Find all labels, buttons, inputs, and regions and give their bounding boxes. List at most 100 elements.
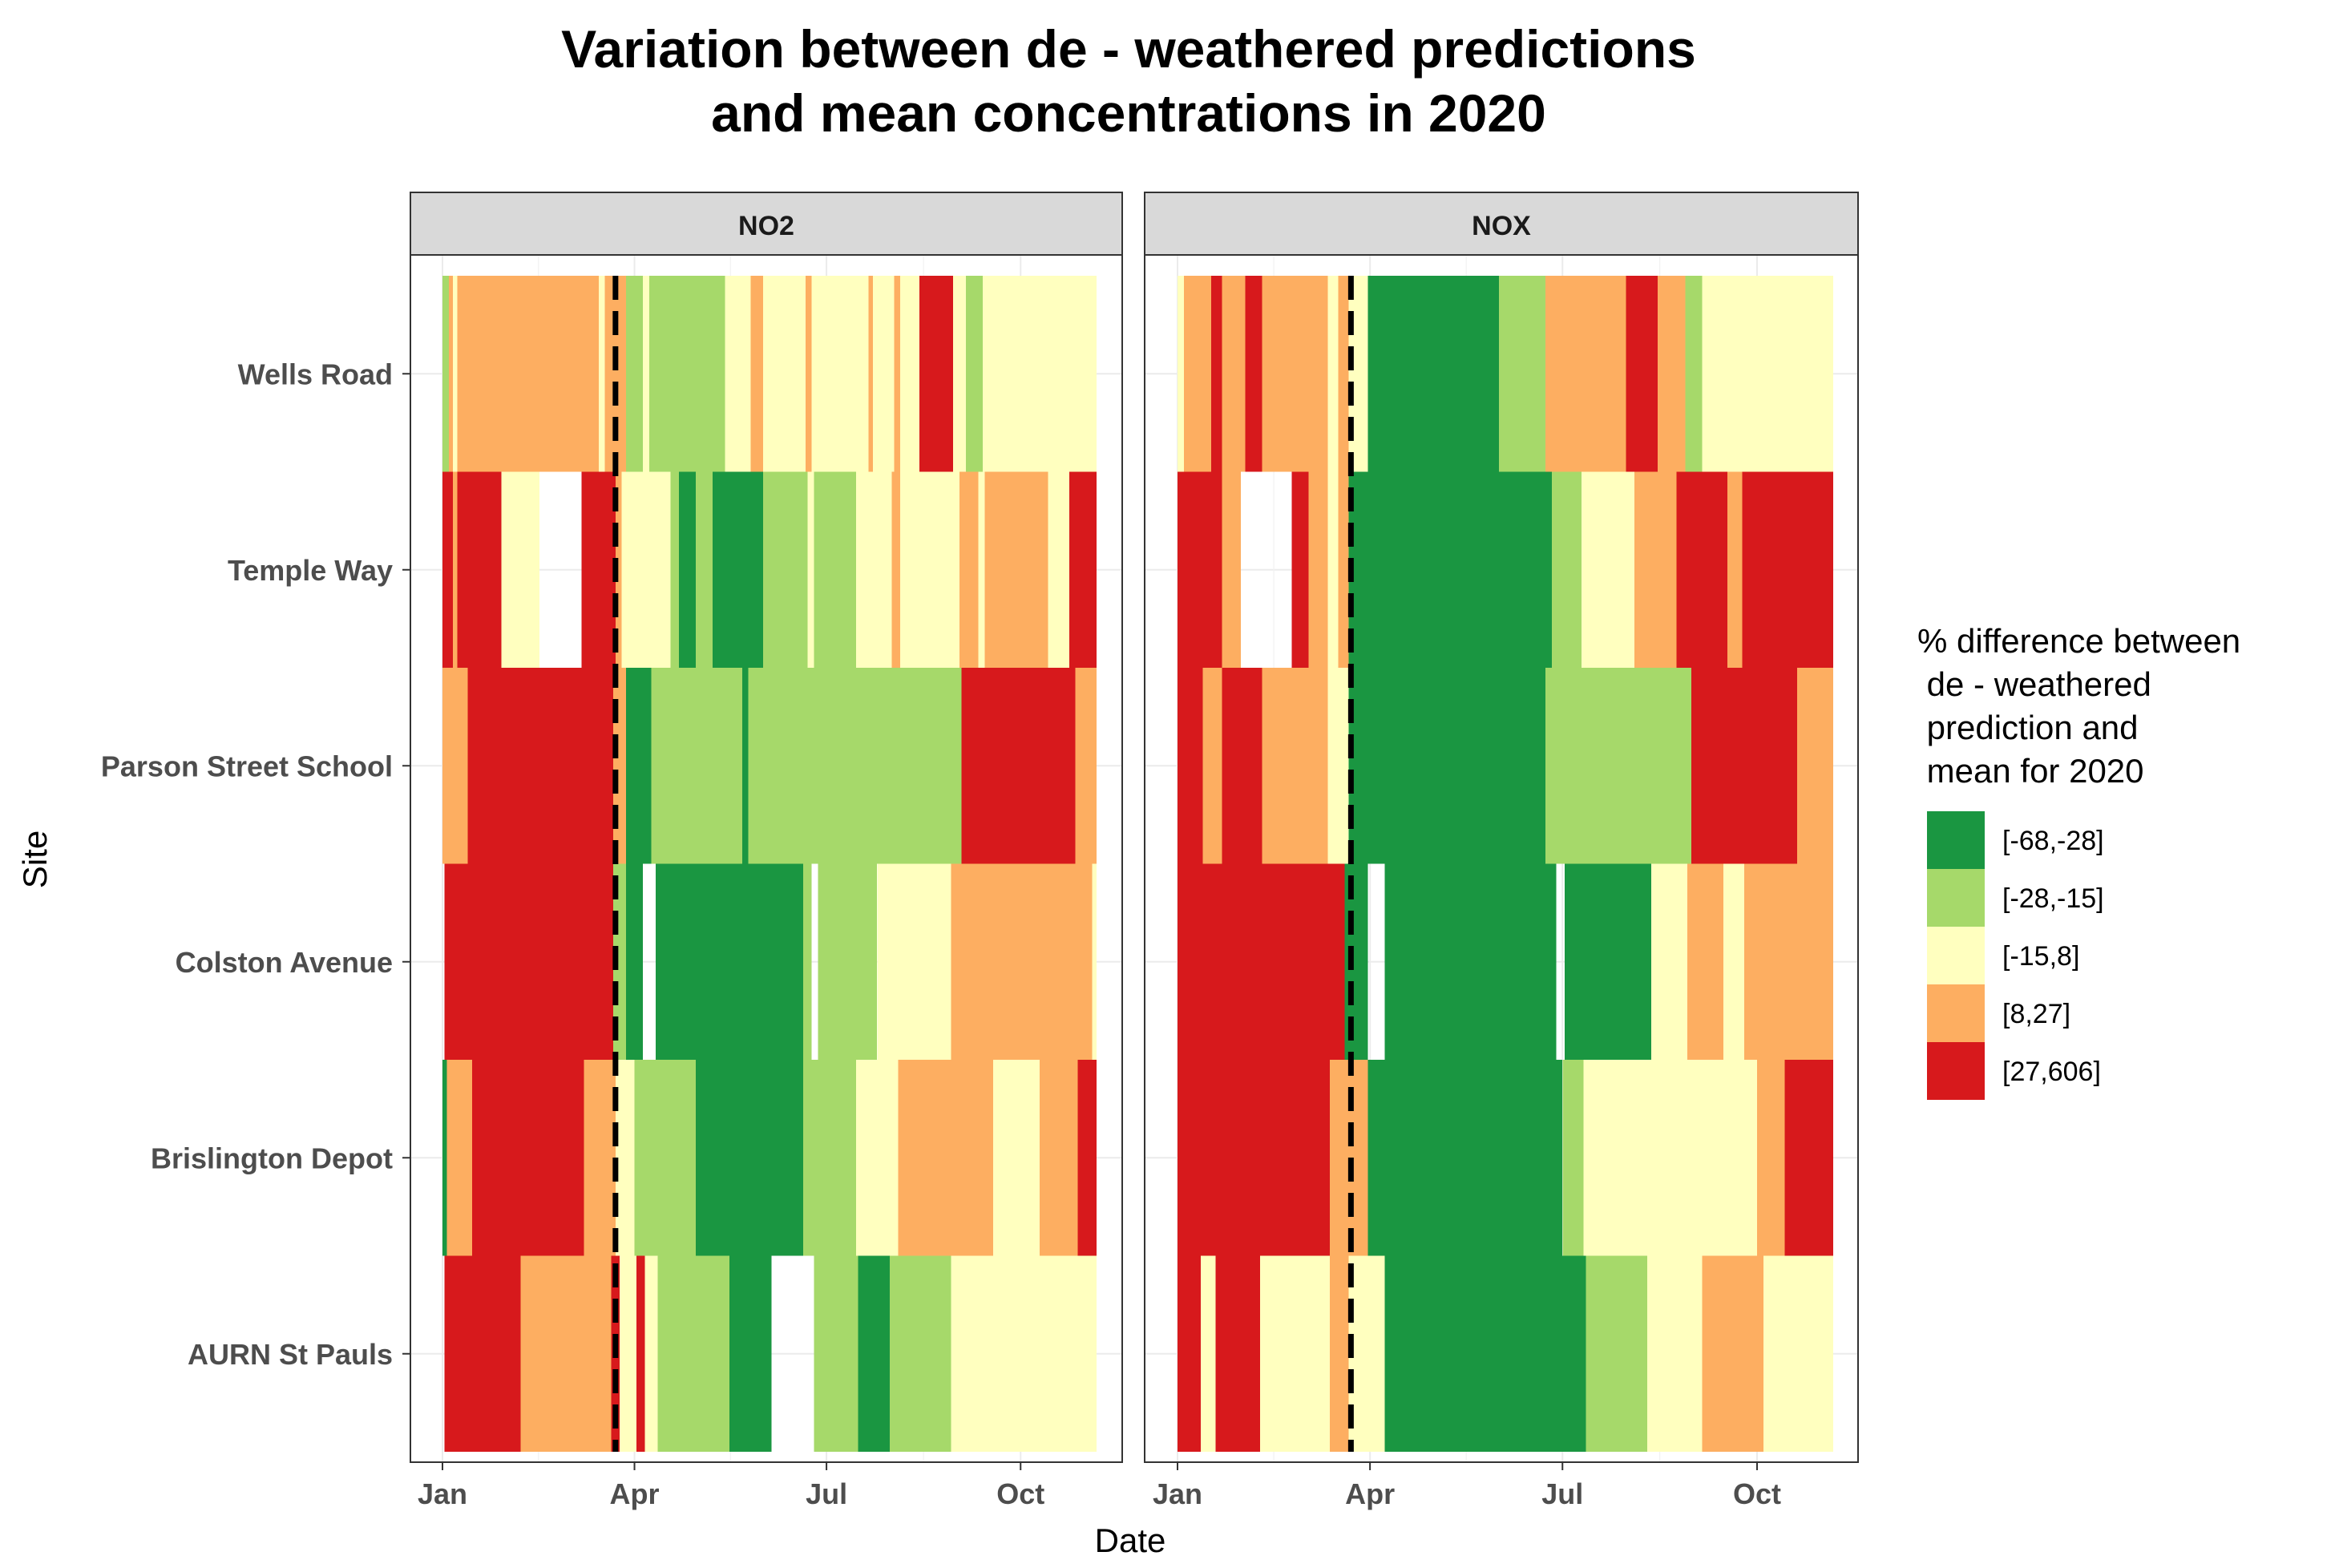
x-tick-label: Jan [1153, 1477, 1202, 1510]
heatmap-tile [1215, 1255, 1260, 1452]
heatmap-tile [1552, 471, 1582, 668]
heatmap-tile [770, 276, 806, 472]
heatmap-tile [1178, 1060, 1242, 1256]
panel-no2: NO2 [410, 192, 1123, 1463]
heatmap-tile [1499, 276, 1514, 472]
heatmap-tile [1646, 1255, 1703, 1452]
heatmap-tile [1338, 471, 1349, 668]
heatmap-tile [467, 668, 614, 864]
heatmap-tile [1562, 1060, 1584, 1256]
heatmap-tile [1634, 471, 1677, 668]
heatmap-tile [1327, 276, 1339, 472]
heatmap-tile [444, 1255, 521, 1452]
heatmap-tile [1651, 863, 1687, 1060]
heatmap-tile [1348, 471, 1553, 668]
heatmap-tile [814, 1255, 858, 1452]
legend-swatch [1927, 869, 1985, 927]
x-tick-label: Jul [806, 1477, 847, 1510]
heatmap-tile [1039, 1060, 1078, 1256]
heatmap-tile [951, 863, 1093, 1060]
heatmap-tile [678, 471, 696, 668]
x-tick-label: Oct [996, 1477, 1044, 1510]
y-axis-title: Site [16, 830, 54, 888]
legend-title-line-2: de - weathered [1917, 665, 2151, 703]
heatmap-tile [457, 276, 468, 472]
x-axis: Jan Apr Jul Oct Jan Apr Jul Oct [418, 1462, 1781, 1510]
heatmap-tile [655, 863, 804, 1060]
heatmap-tile [803, 863, 812, 1060]
heatmap-tile [1259, 1255, 1330, 1452]
heatmap-tile [1384, 1255, 1540, 1452]
heatmap-tile [1384, 863, 1557, 1060]
heatmap-tile [725, 276, 751, 472]
heatmap-tile [976, 1255, 1097, 1452]
x-tick-label: Jan [418, 1477, 467, 1510]
heatmap-tile [620, 1255, 637, 1452]
legend-title-line-4: mean for 2020 [1917, 752, 2144, 790]
legend-label: [-68,-28] [2002, 826, 2104, 856]
heatmap-tile [1702, 1255, 1763, 1452]
heatmap-tile [643, 276, 649, 472]
heatmap-tile [453, 276, 458, 472]
heatmap-tile [1178, 1255, 1202, 1452]
heatmap-tile [442, 471, 454, 668]
heatmap-tile [1077, 1060, 1097, 1256]
heatmap-tile [959, 471, 979, 668]
heatmap-tile [695, 471, 713, 668]
heatmap-tile [471, 1060, 584, 1256]
heatmap-tile [1757, 1060, 1785, 1256]
heatmap-tile [1545, 668, 1563, 864]
heatmap-tile [1626, 276, 1658, 472]
legend-swatch [1927, 811, 1985, 869]
heatmap-tile [807, 471, 814, 668]
heatmap-tile [1723, 863, 1745, 1060]
heatmap-tile [1763, 1255, 1833, 1452]
heatmap-tile [811, 276, 869, 472]
heatmap-tile [670, 471, 679, 668]
heatmap-tile [1685, 276, 1703, 472]
panel-nox-strip-label: NOX [1472, 211, 1531, 241]
heatmap-tile [1092, 863, 1097, 1060]
heatmap-tile [1202, 668, 1222, 864]
heatmap-tile [1327, 471, 1339, 668]
chart-title: Variation between de - weathered predict… [561, 19, 1696, 143]
heatmap-tile [982, 276, 1097, 472]
heatmap-tile [1069, 471, 1097, 668]
heatmap-tile [501, 471, 540, 668]
chart-title-line-2: and mean concentrations in 2020 [711, 83, 1546, 143]
heatmap-tile [818, 863, 878, 1060]
heatmap-tile [453, 471, 458, 668]
heatmap-tile [634, 1060, 696, 1256]
heatmap-tile [636, 1255, 645, 1452]
heatmap-tile [1344, 863, 1368, 1060]
heatmap-tile [615, 471, 622, 668]
x-tick-label: Jul [1541, 1477, 1583, 1510]
heatmap-tile [1338, 276, 1349, 472]
heatmap-tile [651, 668, 742, 864]
heatmap-tile [891, 471, 901, 668]
heatmap-tile [1586, 1255, 1647, 1452]
heatmap-tile [657, 1255, 729, 1452]
heatmap-tile [644, 1255, 658, 1452]
heatmap-tile [1241, 1060, 1330, 1256]
heatmap-tile [1784, 1060, 1802, 1256]
heatmap-tile [763, 471, 808, 668]
heatmap-tile [1513, 276, 1546, 472]
heatmap-tile [1048, 471, 1069, 668]
legend-label: [-28,-15] [2002, 883, 2104, 914]
legend-label: [8,27] [2002, 999, 2070, 1029]
heatmap-tile [890, 1255, 951, 1452]
legend-swatch [1927, 984, 1985, 1042]
heatmap-tile [748, 668, 951, 864]
y-tick-label: Wells Road [238, 358, 393, 390]
heatmap-tile [712, 471, 742, 668]
heatmap-tile [1742, 471, 1833, 668]
heatmap-tile [898, 1060, 994, 1256]
heatmap-tile [1545, 276, 1626, 472]
heatmap-tile [803, 1060, 825, 1256]
heatmap-tile [1178, 471, 1222, 668]
heatmap-tile [695, 1060, 804, 1256]
heatmap-tile [1262, 668, 1328, 864]
panel-no2-tiles [442, 276, 1097, 1452]
